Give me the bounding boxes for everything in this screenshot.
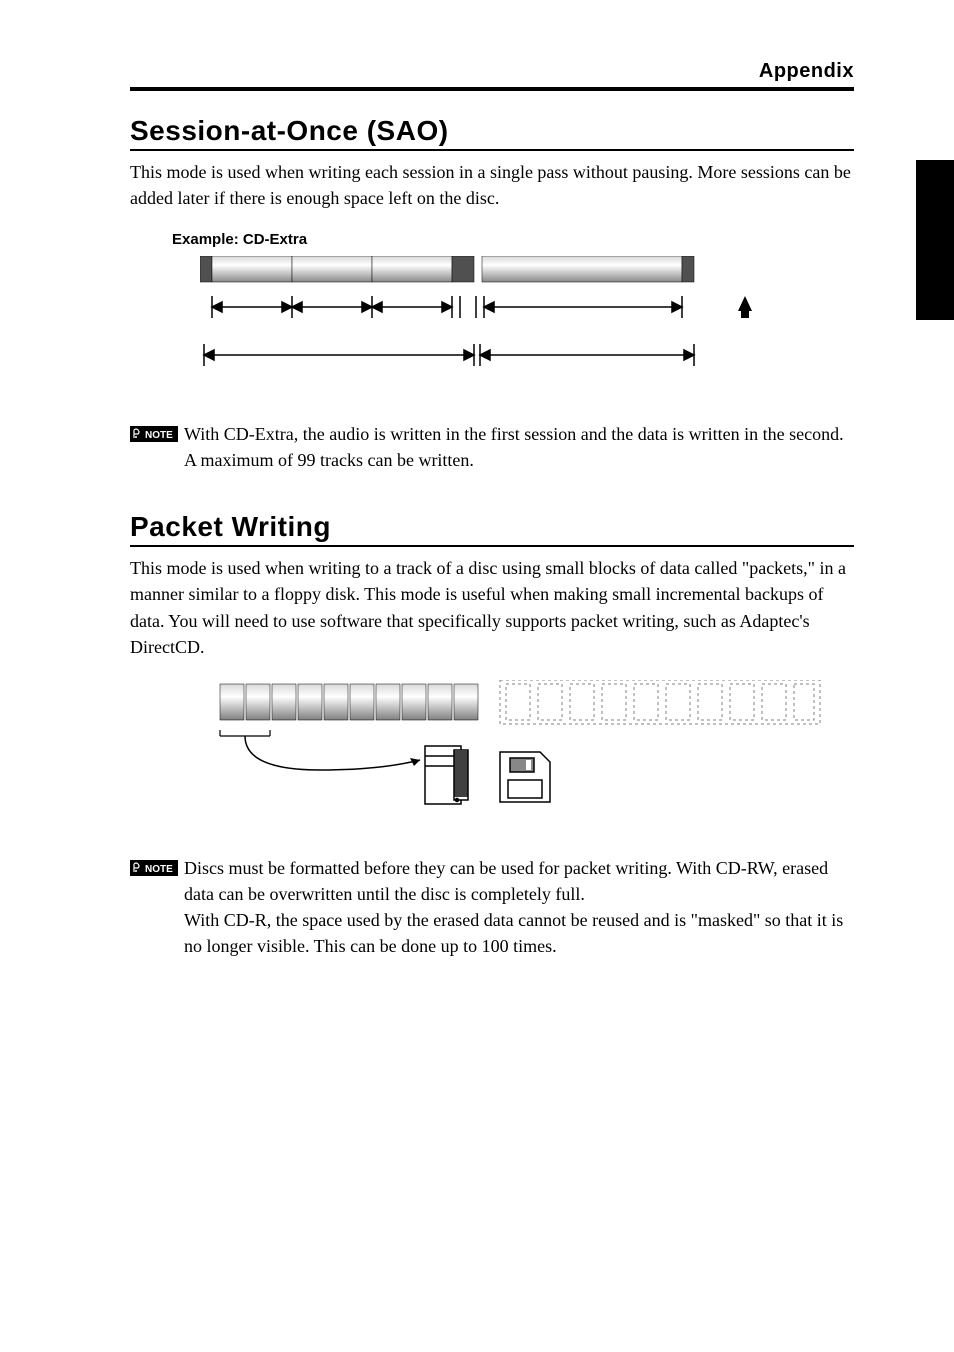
svg-text:NOTE: NOTE [145, 864, 173, 875]
note-sao: NOTE With CD-Extra, the audio is written… [130, 421, 854, 473]
note-icon: NOTE [130, 860, 178, 876]
note-line2: A maximum of 99 tracks can be written. [184, 450, 474, 470]
side-tab [916, 160, 954, 320]
cd-extra-diagram [200, 256, 854, 391]
page-header: Appendix [130, 60, 854, 91]
packet-diagram [200, 680, 854, 825]
note-packet: NOTE Discs must be formatted before they… [130, 855, 854, 959]
note-line1: With CD-Extra, the audio is written in t… [184, 424, 844, 444]
section-title-sao: Session-at-Once (SAO) [130, 115, 854, 151]
note-text-sao: With CD-Extra, the audio is written in t… [184, 421, 844, 473]
note-packet-line2: With CD-R, the space used by the erased … [184, 910, 843, 956]
section-body-sao: This mode is used when writing each sess… [130, 159, 854, 211]
svg-text:NOTE: NOTE [145, 430, 173, 441]
header-title: Appendix [759, 60, 854, 82]
note-text-packet: Discs must be formatted before they can … [184, 855, 854, 959]
section-body-packet: This mode is used when writing to a trac… [130, 555, 854, 659]
example-label: Example: CD-Extra [172, 231, 854, 248]
section-title-packet: Packet Writing [130, 511, 854, 547]
note-packet-line1: Discs must be formatted before they can … [184, 858, 828, 904]
note-icon: NOTE [130, 426, 178, 442]
